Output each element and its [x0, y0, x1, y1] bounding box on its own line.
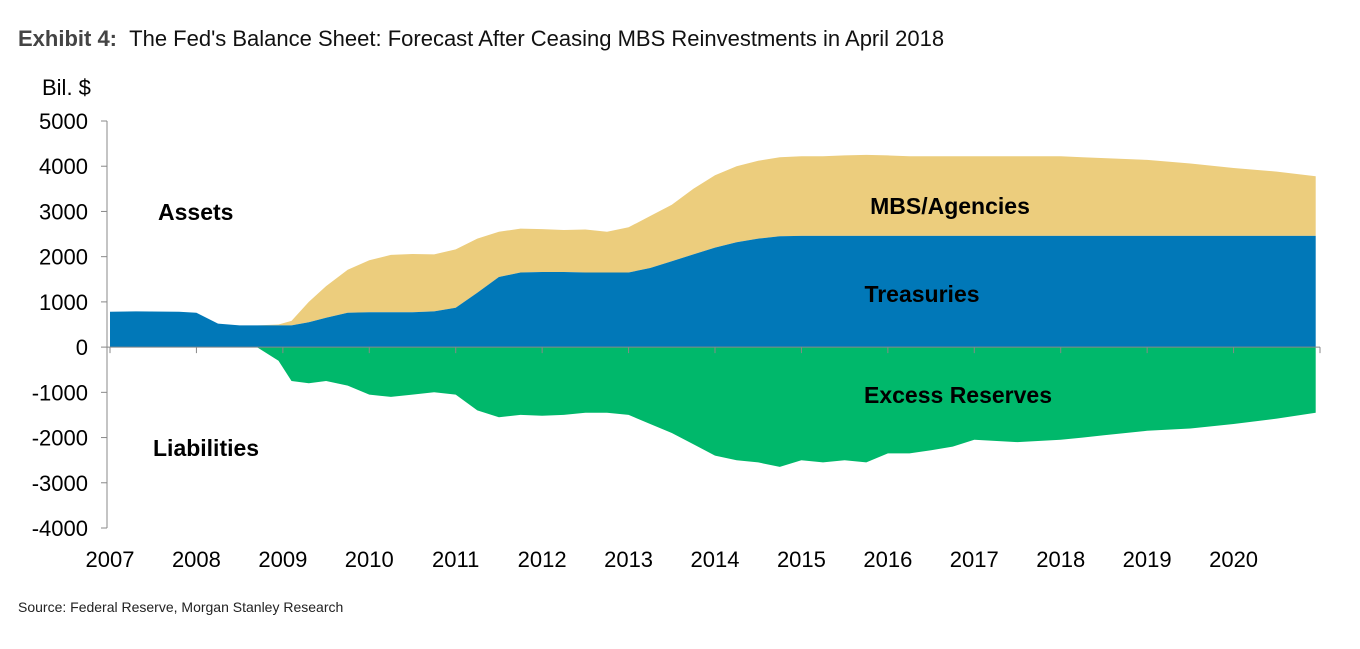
x-tick-label: 2016 — [863, 547, 912, 572]
mbs-agencies-label: MBS/Agencies — [870, 193, 1030, 219]
y-tick-label: 4000 — [39, 154, 88, 179]
chart-axes: 5000 4000 3000 2000 1000 0 -1000 -2000 -3000 -400… — [32, 75, 1321, 572]
exhibit-title: The Fed's Balance Sheet: Forecast After … — [129, 26, 945, 51]
assets-label: Assets — [158, 199, 233, 225]
y-tick-label: -4000 — [32, 516, 88, 541]
y-tick-label: 0 — [76, 335, 88, 360]
x-tick-label: 2013 — [604, 547, 653, 572]
excess-reserves-area — [110, 347, 1316, 467]
x-tick-label: 2020 — [1209, 547, 1258, 572]
y-tick-label: 3000 — [39, 199, 88, 224]
exhibit-label: Exhibit 4: — [18, 26, 118, 51]
x-tick-label: 2010 — [345, 547, 394, 572]
y-tick-label: -1000 — [32, 380, 88, 405]
x-tick-label: 2015 — [777, 547, 826, 572]
treasuries-label: Treasuries — [864, 281, 979, 307]
y-tick-label: 1000 — [39, 290, 88, 315]
mbs-agencies-area — [110, 154, 1316, 326]
chart-title: Exhibit 4: The Fed's Balance Sheet: Fore… — [18, 26, 944, 52]
liabilities-label: Liabilities — [153, 435, 259, 461]
treasuries-area — [110, 235, 1316, 348]
y-tick-label: 2000 — [39, 245, 88, 270]
x-tick-label: 2008 — [172, 547, 221, 572]
y-tick-label: 5000 — [39, 109, 88, 134]
x-tick-label: 2017 — [950, 547, 999, 572]
chart-areas — [110, 154, 1316, 467]
chart-area-labels: Assets Liabilities MBS/Agencies Treasuries E… — [153, 193, 1052, 461]
x-tick-label: 2007 — [86, 547, 135, 572]
source-note: Source: Federal Reserve, Morgan Stanley … — [18, 599, 344, 615]
excess-reserves-label: Excess Reserves — [864, 382, 1052, 408]
y-axis-label: Bil. $ — [42, 75, 91, 100]
y-tick-label: -3000 — [32, 471, 88, 496]
x-tick-label: 2018 — [1036, 547, 1085, 572]
x-tick-label: 2019 — [1123, 547, 1172, 572]
x-tick-label: 2012 — [518, 547, 567, 572]
y-tick-label: -2000 — [32, 426, 88, 451]
x-tick-label: 2011 — [432, 547, 479, 572]
x-tick-label: 2014 — [691, 547, 740, 572]
x-tick-label: 2009 — [258, 547, 307, 572]
